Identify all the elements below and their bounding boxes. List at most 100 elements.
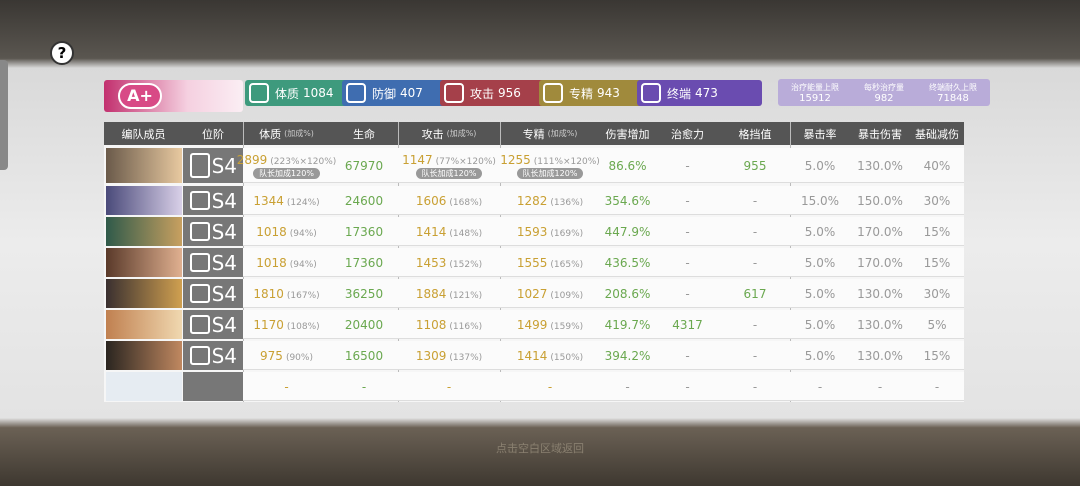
- constitution-bonus: (124%): [286, 197, 320, 208]
- damage-reduction-cell: 15%: [910, 341, 964, 370]
- rank: S4: [211, 312, 237, 337]
- crit-rate: 5.0%: [804, 158, 836, 173]
- damage-bonus-line: 354.6%: [605, 194, 651, 208]
- damage-bonus-cell: 419.7%: [600, 310, 655, 339]
- expertise-line: 1499 (159%): [517, 318, 583, 332]
- column-header: 暴击率: [790, 122, 850, 145]
- damage-reduction-cell: 40%: [910, 148, 964, 183]
- block-cell: -: [720, 217, 790, 246]
- attack-bonus: (116%): [449, 321, 483, 332]
- block-cell: 617: [720, 279, 790, 308]
- expertise-cell: 1255 (111%×120%) 队长加成120%: [500, 148, 600, 183]
- damage-bonus: 208.6%: [604, 286, 651, 301]
- block: -: [752, 317, 758, 332]
- attack: 1309: [415, 348, 447, 363]
- attack-cell: 1108 (116%): [398, 310, 500, 339]
- crit-damage: 130.0%: [857, 286, 903, 301]
- expertise-bonus: (109%): [550, 290, 584, 301]
- crit-damage-line: 170.0%: [857, 225, 903, 239]
- constitution-cell: 975 (90%): [243, 341, 330, 370]
- damage-reduction: 30%: [923, 286, 951, 301]
- constitution-cell: 1344 (124%): [243, 186, 330, 215]
- block: -: [752, 193, 758, 208]
- constitution: 975: [260, 348, 283, 363]
- rank-icon: [190, 346, 210, 365]
- damage-reduction-line: -: [935, 380, 939, 394]
- attack-cell: 1453 (152%): [398, 248, 500, 277]
- attack-cell: 1606 (168%): [398, 186, 500, 215]
- healing-cell: -: [655, 217, 720, 246]
- healing-cell: -: [655, 372, 720, 401]
- attack-cell: 1147 (77%×120%) 队长加成120%: [398, 148, 500, 183]
- block-cell: 955: [720, 148, 790, 183]
- rank-cell: S4: [183, 310, 243, 339]
- block: -: [752, 379, 758, 394]
- portrait: [106, 310, 182, 339]
- portrait: [106, 279, 182, 308]
- damage-reduction-line: 30%: [924, 194, 951, 208]
- crit-rate: 5.0%: [804, 255, 836, 270]
- extra-value: 982: [874, 92, 894, 104]
- healing-cell: 4317: [655, 310, 720, 339]
- constitution: 2899: [236, 152, 268, 167]
- block-line: -: [753, 380, 757, 394]
- attack: 1884: [415, 286, 447, 301]
- row-bg: [243, 148, 964, 183]
- crit-damage-cell: 170.0%: [850, 248, 910, 277]
- crit-damage-cell: 150.0%: [850, 186, 910, 215]
- health-cell: -: [330, 372, 398, 401]
- side-tab[interactable]: [0, 60, 8, 170]
- health-cell: 36250: [330, 279, 398, 308]
- return-hint[interactable]: 点击空白区域返回: [496, 442, 584, 455]
- constitution: 1018: [256, 255, 287, 270]
- column-header: 伤害增加: [600, 122, 655, 145]
- row-bg: [243, 341, 964, 370]
- constitution-bonus: (108%): [286, 321, 320, 332]
- health-cell: 16500: [330, 341, 398, 370]
- stat-label: 攻击: [470, 86, 495, 101]
- expertise-cell: 1414 (150%): [500, 341, 600, 370]
- health-line: -: [362, 380, 366, 394]
- column-title: 暴击率: [803, 127, 837, 141]
- help-button[interactable]: ?: [50, 41, 74, 65]
- stat-icon: [346, 83, 366, 103]
- block-cell: -: [720, 186, 790, 215]
- expertise: 1255: [500, 152, 531, 167]
- health: -: [361, 379, 367, 394]
- healing-cell: -: [655, 248, 720, 277]
- attack-line: 1309 (137%): [416, 349, 482, 363]
- constitution: 1170: [253, 317, 284, 332]
- expertise-line: 1282 (136%): [517, 194, 583, 208]
- constitution-cell: 1018 (94%): [243, 217, 330, 246]
- constitution-cell: 1018 (94%): [243, 248, 330, 277]
- crit-rate-cell: 5.0%: [790, 217, 850, 246]
- health-line: 17360: [345, 225, 383, 239]
- healing: -: [685, 286, 690, 301]
- damage-reduction-cell: 15%: [910, 248, 964, 277]
- constitution-line: 1344 (124%): [253, 194, 319, 208]
- health-line: 16500: [345, 349, 383, 363]
- block: 955: [743, 158, 767, 173]
- expertise-line: 1027 (109%): [517, 287, 583, 301]
- table-header: [104, 122, 964, 145]
- health-line: 36250: [345, 287, 383, 301]
- healing-cell: -: [655, 341, 720, 370]
- column-note: (加成%): [446, 129, 477, 138]
- damage-reduction: 30%: [923, 193, 951, 208]
- attack-cell: 1414 (148%): [398, 217, 500, 246]
- rank-icon: [190, 315, 210, 334]
- rank: S4: [211, 188, 237, 213]
- crit-damage-cell: -: [850, 372, 910, 401]
- health-line: 20400: [345, 318, 383, 332]
- crit-rate: 15.0%: [800, 193, 840, 208]
- constitution: 1810: [253, 286, 284, 301]
- stat-badge: 终端 473: [637, 80, 762, 106]
- expertise: 1499: [516, 317, 548, 332]
- damage-reduction-cell: 15%: [910, 217, 964, 246]
- crit-damage: 130.0%: [857, 158, 903, 173]
- damage-bonus: 436.5%: [604, 255, 651, 270]
- rank-icon: [190, 222, 210, 241]
- damage-bonus-line: 436.5%: [605, 256, 651, 270]
- healing: 4317: [672, 317, 703, 332]
